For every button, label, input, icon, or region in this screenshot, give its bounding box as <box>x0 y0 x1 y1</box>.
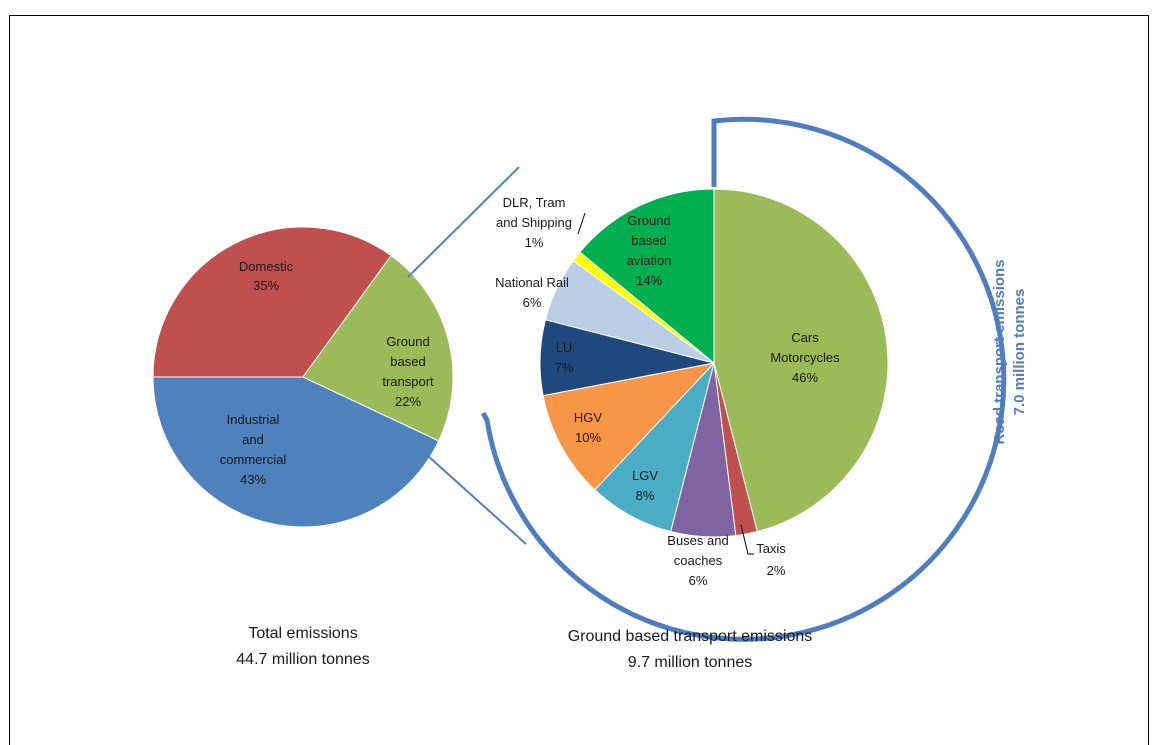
road-transport-value: 7.0 million tonnes <box>1011 289 1028 416</box>
label-aviation: Ground <box>627 213 670 228</box>
caption-ground-title: Ground based transport emissions <box>568 628 813 645</box>
pie-slice-ground-based-aviation <box>579 188 715 365</box>
label-dlr: and Shipping <box>496 215 572 230</box>
value-buses: 6% <box>689 573 708 588</box>
road-transport-label: Road transport emissions 7.0 million ton… <box>991 259 1028 444</box>
leader-line-dlr <box>577 212 586 235</box>
label-industrial: and <box>242 432 264 447</box>
road-transport-bracket <box>480 116 1007 642</box>
label-ground-transport: Ground <box>386 334 429 349</box>
value-national-rail: 6% <box>523 295 542 310</box>
caption-total-value: 44.7 million tonnes <box>236 651 369 668</box>
value-hgv: 10% <box>575 430 601 445</box>
label-national-rail: National Rail <box>495 275 569 290</box>
label-cars: Cars <box>791 330 819 345</box>
connector-line-bottom <box>417 446 527 545</box>
ground-transport-pie <box>539 188 889 538</box>
label-aviation: based <box>631 233 666 248</box>
label-dlr: DLR, Tram <box>503 195 566 210</box>
label-hgv: HGV <box>574 410 603 425</box>
caption-ground-value: 9.7 million tonnes <box>628 654 753 671</box>
pie-slice-domestic <box>152 226 392 378</box>
label-buses: coaches <box>674 553 723 568</box>
total-emissions-pie <box>152 226 454 528</box>
label-lgv: LGV <box>632 468 658 483</box>
label-industrial: Industrial <box>227 412 280 427</box>
value-cars: 46% <box>792 370 818 385</box>
pie-slice-ground-based-transport <box>302 254 454 442</box>
label-buses: Buses and <box>667 533 728 548</box>
leader-line-taxis <box>740 524 754 555</box>
value-ground-transport: 22% <box>395 394 421 409</box>
label-ground-transport: based <box>390 354 425 369</box>
label-ground-transport: transport <box>382 374 434 389</box>
label-industrial: commercial <box>220 452 287 467</box>
value-taxis: 2% <box>767 563 786 578</box>
label-aviation: aviation <box>627 253 672 268</box>
value-lgv: 8% <box>636 488 655 503</box>
value-lu: 7% <box>555 360 574 375</box>
label-cars: Motorcycles <box>770 350 840 365</box>
value-industrial: 43% <box>240 472 266 487</box>
road-transport-title: Road transport emissions <box>991 259 1008 444</box>
connector-line-top <box>407 166 520 278</box>
caption-total-title: Total emissions <box>248 625 357 642</box>
label-taxis: Taxis <box>756 541 786 556</box>
pie-slice-hgv <box>542 362 716 491</box>
pie-slice-cars-motorcycles <box>713 188 889 533</box>
value-dlr: 1% <box>525 235 544 250</box>
value-domestic: 35% <box>253 278 279 293</box>
label-domestic: Domestic <box>239 259 294 274</box>
pie-slice-industrial-and-commercial <box>152 376 440 528</box>
label-lu: LU <box>556 340 573 355</box>
value-aviation: 14% <box>636 273 662 288</box>
